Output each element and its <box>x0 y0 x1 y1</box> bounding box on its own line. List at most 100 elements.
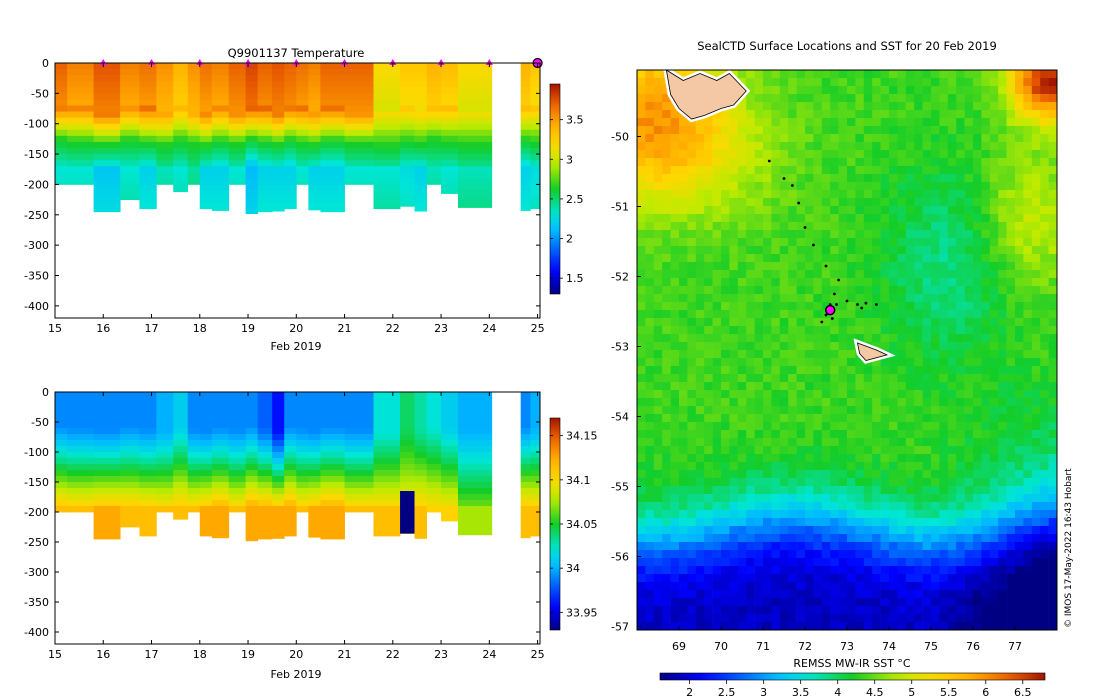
sst-cell <box>746 86 755 95</box>
sst-cell <box>637 174 646 183</box>
sst-cell <box>897 534 907 543</box>
profile-cell <box>257 476 273 483</box>
sst-cell <box>1040 150 1049 159</box>
sst-cell <box>880 70 890 79</box>
sst-cell <box>964 342 974 351</box>
profile-cell <box>272 488 285 495</box>
profile-cell <box>257 111 273 119</box>
profile-cell <box>257 75 273 82</box>
sst-cell <box>931 142 940 151</box>
sst-cell <box>763 318 772 327</box>
profile-cell <box>530 398 541 405</box>
sst-cell <box>981 598 991 607</box>
sst-cell <box>687 134 697 143</box>
sst-cell <box>695 246 705 255</box>
sst-cell <box>737 518 747 527</box>
sst-cell <box>897 222 907 231</box>
sst-cell <box>1015 126 1024 135</box>
sst-cell <box>1031 86 1041 95</box>
sst-cell <box>712 598 722 607</box>
profile-cell <box>228 99 247 106</box>
sst-cell <box>679 478 688 487</box>
sst-cell <box>973 454 982 463</box>
profile-cell <box>199 488 213 495</box>
sst-cell <box>704 534 713 543</box>
sst-cell <box>796 534 806 543</box>
sst-cell <box>956 534 965 543</box>
sst-cell <box>763 398 772 407</box>
profile-cell <box>400 117 415 125</box>
sst-cell <box>847 598 856 607</box>
sst-cell <box>645 238 655 247</box>
sst-cell <box>712 358 722 367</box>
sst-cell <box>964 478 974 487</box>
sst-cell <box>973 198 982 207</box>
profile-cell <box>400 160 415 167</box>
profile-cell <box>320 196 345 204</box>
sst-cell <box>670 262 680 271</box>
sst-cell <box>1031 470 1041 479</box>
sst-cell <box>821 358 831 367</box>
sst-cell <box>981 422 991 431</box>
sst-cell <box>687 342 697 351</box>
profile-cell <box>320 93 345 100</box>
sst-cell <box>905 438 915 447</box>
sst-cell <box>973 446 982 455</box>
profile-cell <box>284 99 297 106</box>
sst-cell <box>914 86 923 95</box>
sst-cell <box>737 350 747 359</box>
sst-cell <box>1048 302 1058 311</box>
sst-cell <box>637 350 646 359</box>
sst-cell <box>855 598 865 607</box>
sst-cell <box>931 150 940 159</box>
profile-cell <box>199 476 213 483</box>
sst-cell <box>721 382 730 391</box>
sst-cell <box>914 414 923 423</box>
sst-cell <box>1023 238 1033 247</box>
sst-cell <box>922 590 932 599</box>
profile-cell <box>414 154 427 161</box>
sst-cell <box>863 462 873 471</box>
sst-cell <box>779 302 789 311</box>
sst-cell <box>813 350 823 359</box>
sst-cell <box>645 478 655 487</box>
sst-cell <box>939 366 949 375</box>
sst-cell <box>695 534 705 543</box>
profile-cell <box>173 190 189 193</box>
profile-cell <box>228 135 247 143</box>
sst-cell <box>880 270 890 279</box>
profile-cell <box>441 148 459 155</box>
profile-cell <box>457 184 493 191</box>
sst-cell <box>1015 86 1024 95</box>
sst-cell <box>1006 262 1016 271</box>
sst-cell <box>1015 342 1024 351</box>
profile-cell <box>228 500 247 507</box>
profile-cell <box>173 518 189 520</box>
sst-cell <box>771 70 781 79</box>
profile-cell <box>245 178 259 185</box>
sst-cell <box>729 334 739 343</box>
sst-cell <box>947 518 957 527</box>
sst-cell <box>889 590 898 599</box>
sst-cell <box>872 438 881 447</box>
profile-cell <box>199 500 213 507</box>
profile-cell <box>173 160 189 167</box>
sst-cell <box>947 310 957 319</box>
sst-cell <box>914 238 923 247</box>
sst-cell <box>788 270 797 279</box>
sst-cell <box>989 478 999 487</box>
sst-cell <box>998 606 1007 615</box>
sst-cell <box>695 470 705 479</box>
sst-cell <box>931 302 940 311</box>
sst-cell <box>838 406 848 415</box>
profile-cell <box>211 476 230 483</box>
sst-cell <box>880 454 890 463</box>
sst-cell <box>637 422 646 431</box>
sst-cell <box>746 230 755 239</box>
profile-cell <box>211 141 230 149</box>
sst-cell <box>880 198 890 207</box>
sst-cell <box>939 342 949 351</box>
lat-tick-label: -57 <box>611 621 629 634</box>
sst-cell <box>905 374 915 383</box>
profile-cell <box>284 111 297 119</box>
